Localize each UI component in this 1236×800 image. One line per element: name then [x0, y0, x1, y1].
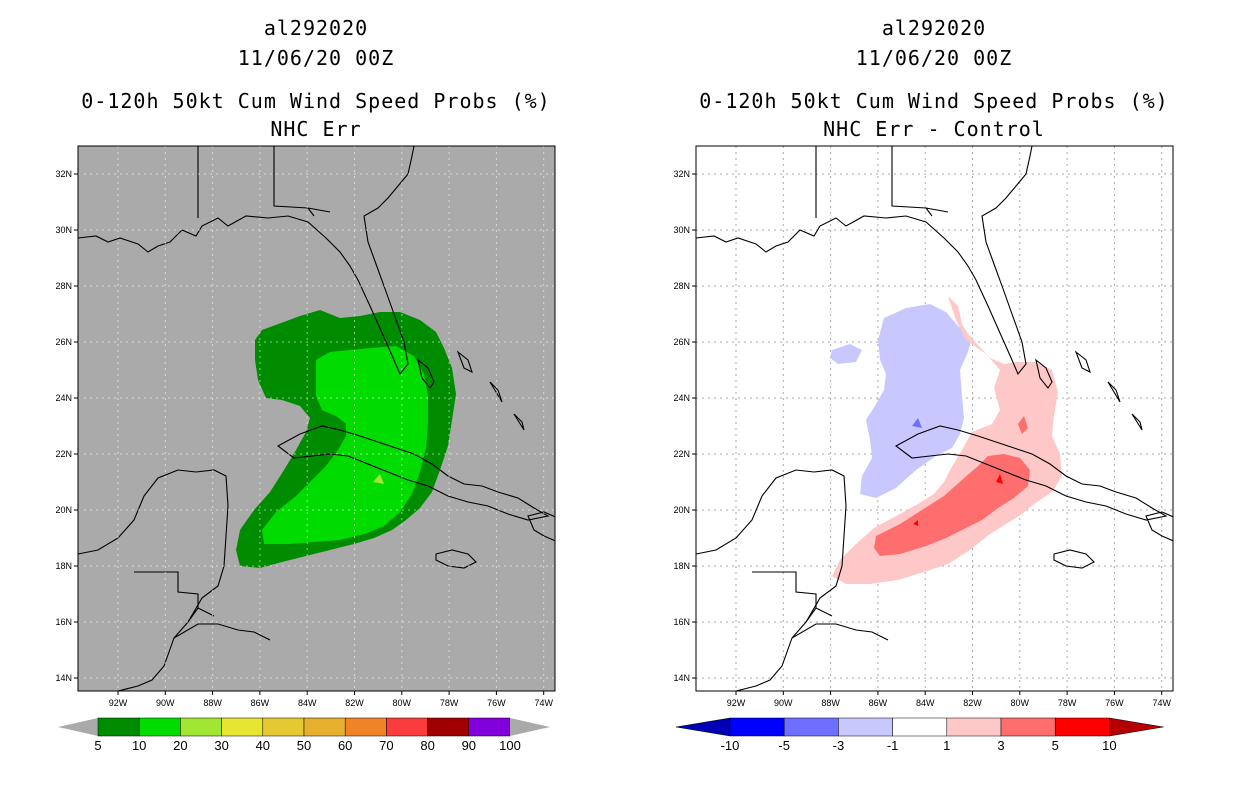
left-lat-label: 28N — [55, 281, 72, 291]
right-pos-1-contour — [832, 296, 1062, 584]
right-lat-label: 30N — [673, 225, 690, 235]
left-product-title: 0-120h 50kt Cum Wind Speed Probs (%) — [81, 89, 551, 113]
right-lat-label: 24N — [673, 393, 690, 403]
left-lon-label: 88W — [203, 698, 222, 708]
left-lat-label: 18N — [55, 561, 72, 571]
left-lon-label: 84W — [298, 698, 317, 708]
left-storm-id: al292020 — [263, 16, 369, 40]
right-lat-label: 16N — [673, 617, 690, 627]
right-neg-1-contour — [860, 304, 972, 498]
left-lon-label: 90W — [156, 698, 175, 708]
left-lat-label: 20N — [55, 505, 72, 515]
left-prob-10-contour — [262, 346, 428, 544]
right-lon-label: 92W — [727, 698, 746, 708]
right-lat-label: 20N — [673, 505, 690, 515]
right-lon-label: 76W — [1105, 698, 1124, 708]
right-subtitle: NHC Err - Control — [823, 117, 1045, 141]
left-lat-label: 24N — [55, 393, 72, 403]
right-lon-label: 78W — [1058, 698, 1077, 708]
right-pos-3-contour — [874, 416, 1030, 556]
right-lat-label: 18N — [673, 561, 690, 571]
left-lon-label: 80W — [393, 698, 412, 708]
right-lat-label: 28N — [673, 281, 690, 291]
left-lat-label: 26N — [55, 337, 72, 347]
right-lat-label: 22N — [673, 449, 690, 459]
left-lat-label: 14N — [55, 673, 72, 683]
right-lon-label: 84W — [916, 698, 935, 708]
right-lon-label: 80W — [1011, 698, 1030, 708]
right-neg-1-small — [830, 344, 862, 364]
right-lat-label: 14N — [673, 673, 690, 683]
left-lat-label: 32N — [55, 169, 72, 179]
right-product-title: 0-120h 50kt Cum Wind Speed Probs (%) — [699, 89, 1169, 113]
left-lat-label: 30N — [55, 225, 72, 235]
left-lon-label: 74W — [534, 698, 553, 708]
right-lon-label: 86W — [869, 698, 888, 708]
left-subtitle: NHC Err — [270, 117, 362, 141]
right-neg-3-contour — [912, 418, 922, 428]
right-storm-id: al292020 — [881, 16, 987, 40]
left-lon-label: 82W — [345, 698, 364, 708]
left-prob-20-contour — [373, 474, 384, 484]
left-lat-label: 22N — [55, 449, 72, 459]
left-lon-label: 78W — [440, 698, 459, 708]
right-lat-label: 32N — [673, 169, 690, 179]
right-lon-label: 90W — [774, 698, 793, 708]
left-lon-label: 76W — [487, 698, 506, 708]
right-lat-label: 26N — [673, 337, 690, 347]
right-date: 11/06/20 00Z — [855, 46, 1013, 70]
right-lon-label: 82W — [963, 698, 982, 708]
left-lon-label: 86W — [251, 698, 270, 708]
left-date: 11/06/20 00Z — [237, 46, 395, 70]
left-lat-label: 16N — [55, 617, 72, 627]
left-lon-label: 92W — [109, 698, 128, 708]
right-lon-label: 74W — [1152, 698, 1171, 708]
right-lon-label: 88W — [821, 698, 840, 708]
